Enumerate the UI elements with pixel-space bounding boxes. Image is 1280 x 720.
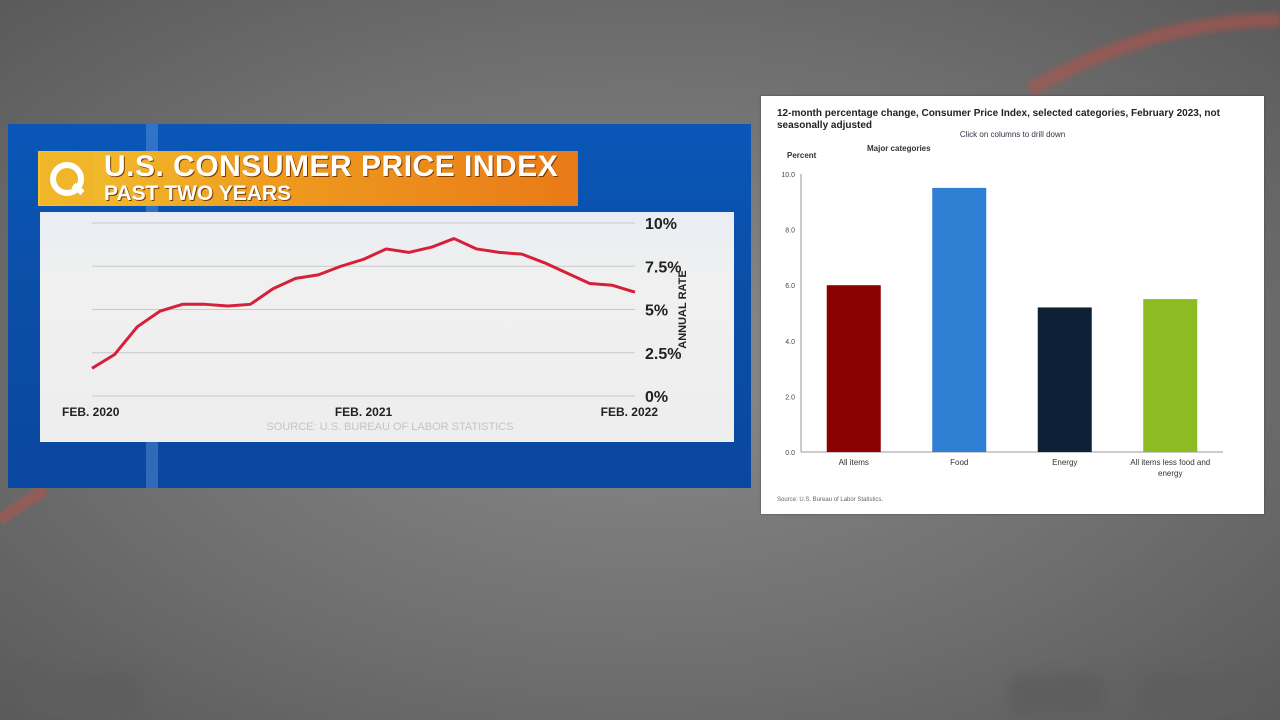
bar-all-items-less-food-and-energy[interactable]: [1143, 299, 1198, 452]
y-tick-label: 10.0: [781, 172, 795, 179]
background-blob: [25, 675, 140, 715]
bls-cpi-chart-panel: 12-month percentage change, Consumer Pri…: [761, 96, 1264, 514]
x-category-label: Energy: [1052, 458, 1077, 467]
y-axis-label: ANNUAL RATE: [677, 270, 689, 348]
y-tick-label: 5%: [645, 303, 668, 320]
tv-chart-subtitle: PAST TWO YEARS: [104, 182, 292, 205]
bar-energy[interactable]: [1037, 307, 1092, 452]
tv-chart-source: SOURCE: U.S. BUREAU OF LABOR STATISTICS: [266, 421, 513, 433]
x-category-label: All items less food and energy: [1130, 458, 1210, 478]
background-blob: [1140, 675, 1250, 715]
x-tick-label: FEB. 2021: [335, 405, 393, 419]
y-tick-label: 8.0: [785, 228, 795, 235]
q-logo-icon: [40, 152, 94, 205]
background-blob: [1010, 675, 1105, 715]
y-tick-label: 2.0: [785, 394, 795, 401]
bls-chart-title: 12-month percentage change, Consumer Pri…: [777, 108, 1220, 131]
drill-down-hint: Click on columns to drill down: [959, 130, 1066, 139]
title-banner: [38, 151, 578, 206]
cpi-line-series: [91, 237, 636, 370]
series-label: Major categories: [867, 144, 931, 153]
y-tick-label: 6.0: [785, 283, 795, 290]
tv-cpi-graphic: U.S. CONSUMER PRICE INDEX PAST TWO YEARS…: [8, 124, 751, 488]
bar-food[interactable]: [932, 187, 987, 452]
y-tick-label: 7.5%: [645, 259, 681, 276]
y-tick-label: 4.0: [785, 339, 795, 346]
y-tick-label: 0%: [645, 389, 668, 406]
x-category-label: All items: [839, 458, 869, 467]
y-tick-label: 0.0: [785, 450, 795, 457]
x-tick-label: FEB. 2022: [601, 405, 659, 419]
y-tick-label: 10%: [645, 216, 677, 233]
bar-all-items[interactable]: [826, 285, 881, 452]
line-chart-area: 10% 7.5% 5% 2.5% 0% ANNUAL RATE FEB. 2020 FEB. …: [40, 212, 734, 442]
y-axis-label: Percent: [787, 151, 817, 160]
x-category-label: Food: [950, 458, 968, 467]
chart-source: Source: U.S. Bureau of Labor Statistics.: [777, 497, 884, 503]
bar-chart: 0.0 2.0 4.0 6.0 8.0 10.0 All items Food Energy Al…: [781, 172, 1223, 478]
y-tick-label: 2.5%: [645, 346, 681, 363]
line-chart: 10% 7.5% 5% 2.5% 0% ANNUAL RATE FEB. 2020 FEB. …: [62, 216, 689, 433]
x-tick-label: FEB. 2020: [62, 405, 120, 419]
tv-chart-title: U.S. CONSUMER PRICE INDEX: [104, 150, 559, 183]
